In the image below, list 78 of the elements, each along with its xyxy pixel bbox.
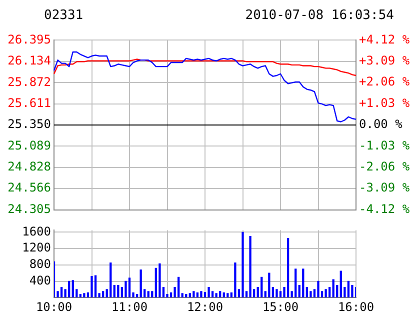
bar [151, 291, 154, 298]
bar [219, 291, 222, 298]
x-tick-label: 11:00 [111, 300, 148, 314]
y-tick-label: 24.305 [8, 202, 51, 216]
bar [328, 287, 331, 298]
bar [332, 279, 334, 298]
bar [279, 291, 282, 298]
bar [222, 292, 225, 298]
bar [294, 268, 297, 298]
bar [192, 291, 195, 298]
bar [147, 291, 150, 298]
bar [347, 280, 350, 298]
chart-title: 02331 [44, 8, 84, 25]
bar [276, 289, 278, 298]
bar [185, 294, 188, 298]
bar [110, 262, 112, 298]
bar [83, 293, 86, 298]
y-tick-label: 400 [29, 273, 51, 288]
bar [140, 269, 142, 298]
bar [188, 293, 191, 298]
y-tick-label: 25.611 [8, 96, 51, 110]
y-tick-label: 800 [29, 257, 51, 272]
x-tick-label: 10:00 [36, 300, 72, 314]
bar [124, 280, 127, 298]
chart-subtitle: 2010-07-08 16:03:54 [245, 8, 394, 25]
bar [306, 287, 308, 298]
bar [286, 238, 290, 298]
bar [260, 276, 263, 298]
bar [113, 285, 116, 298]
y-tick-label: 24.828 [8, 159, 51, 174]
bar [117, 285, 120, 298]
bar [60, 287, 63, 298]
bar [90, 276, 93, 298]
bar [196, 292, 199, 298]
bar [94, 275, 97, 298]
y2-tick-label: +4.12 % [359, 32, 410, 46]
bar [268, 272, 270, 298]
bar [181, 293, 184, 298]
bar [154, 268, 158, 298]
y-tick-label: 25.089 [8, 138, 51, 152]
y2-tick-label: 0.00 % [359, 117, 404, 132]
bar [215, 293, 218, 298]
bar [72, 280, 74, 298]
bar [102, 291, 104, 298]
bar [68, 280, 70, 298]
bar [310, 291, 312, 298]
bar [128, 278, 131, 298]
y2-tick-label: +1.03 % [359, 96, 410, 110]
bar [234, 262, 236, 298]
y2-tick-label: +3.09 % [359, 54, 410, 68]
x-tick-label: 12:00 [186, 300, 224, 314]
bar [317, 280, 320, 298]
y2-tick-label: -3.09 % [359, 180, 410, 195]
bar [226, 293, 229, 298]
y2-tick-label: -4.12 % [359, 202, 410, 216]
y-tick-label: 25.350 [8, 117, 51, 132]
bar [158, 263, 161, 298]
y2-tick-label: +2.06 % [359, 74, 410, 89]
bar [351, 285, 354, 298]
y-tick-label: 26.134 [8, 54, 51, 68]
y-tick-label: 1600 [22, 224, 51, 238]
bar [302, 268, 304, 298]
bar [79, 294, 82, 298]
bar [340, 270, 342, 298]
y-tick-label: 26.395 [8, 32, 51, 46]
y-tick-label: 1200 [22, 240, 51, 255]
bar [200, 291, 202, 298]
x-tick-label: 16:00 [338, 300, 374, 314]
y-tick-label: 25.872 [8, 74, 51, 89]
bar [249, 236, 252, 298]
y2-tick-label: -1.03 % [359, 138, 410, 152]
x-tick-label: 15:00 [262, 300, 299, 314]
bar [211, 291, 214, 298]
y2-tick-label: -2.06 % [359, 160, 410, 174]
bar [208, 287, 210, 298]
bar [177, 276, 180, 298]
y-tick-label: 24.566 [8, 180, 51, 195]
bar [324, 289, 327, 298]
